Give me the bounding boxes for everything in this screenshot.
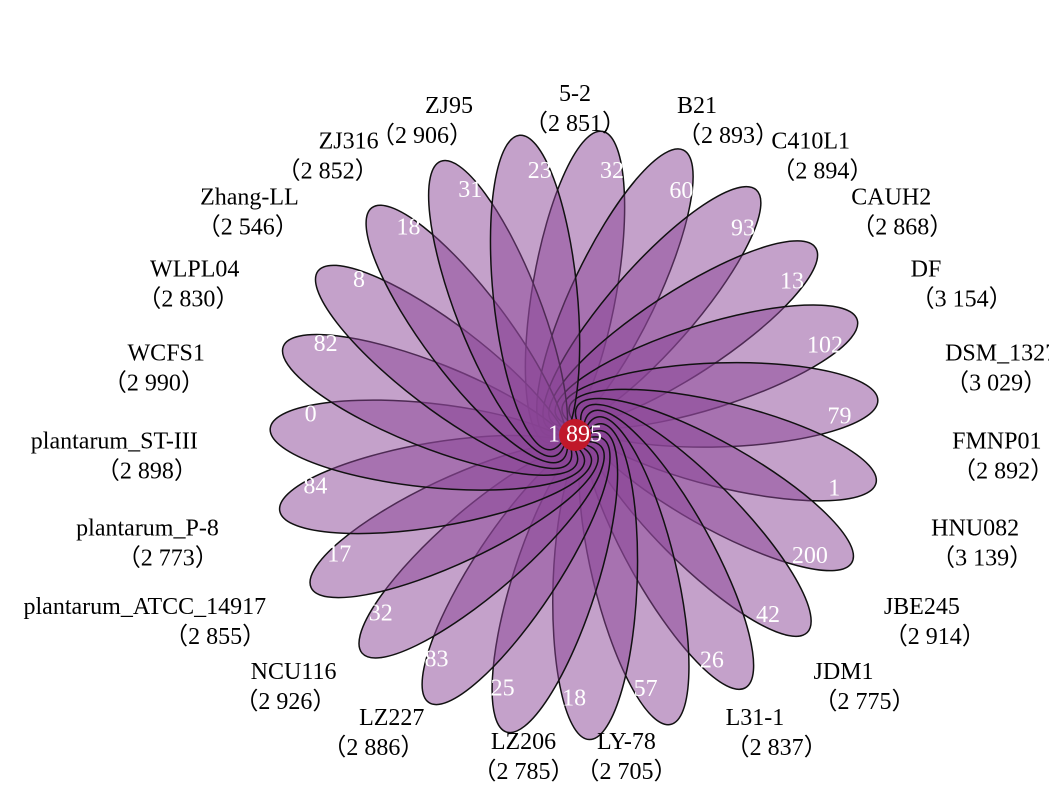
strain-total: （2 546） <box>197 214 299 240</box>
strain-label: plantarum_ATCC_14917 <box>24 594 267 620</box>
petal-value: 102 <box>807 333 843 359</box>
petal-value: 0 <box>305 402 317 428</box>
core-value: 1 895 <box>548 422 602 448</box>
petals <box>269 130 879 741</box>
strain-label: JDM1 <box>814 659 874 685</box>
petal-value: 25 <box>491 675 515 701</box>
strain-label: plantarum_P-8 <box>76 516 219 542</box>
petal-value: 83 <box>425 646 449 672</box>
strain-label: JBE245 <box>884 594 960 620</box>
strain-label: B21 <box>677 93 717 119</box>
strain-total: （2 914） <box>884 624 986 650</box>
strain-total: （2 705） <box>575 759 677 785</box>
petal-value: 8 <box>353 267 365 293</box>
strain-total: （2 990） <box>103 370 205 396</box>
petal-value: 84 <box>303 474 327 500</box>
petal-value: 17 <box>327 542 351 568</box>
petal-value: 23 <box>528 158 552 184</box>
strain-total: （2 855） <box>164 624 266 650</box>
strain-total: （2 892） <box>952 459 1049 485</box>
strain-total: （2 852） <box>277 158 379 184</box>
petal-value: 79 <box>827 403 851 429</box>
strain-label: LY-78 <box>597 729 656 755</box>
strain-label: FMNP01 <box>952 429 1041 455</box>
strain-total: （2 851） <box>524 111 626 137</box>
strain-label: plantarum_ST-III <box>31 429 198 455</box>
petal-value: 26 <box>700 647 724 673</box>
petal-value: 93 <box>731 216 755 242</box>
strain-label: DSM_13273 <box>945 340 1049 366</box>
strain-total: （2 893） <box>677 123 779 149</box>
petal-value: 32 <box>369 601 393 627</box>
petal <box>489 134 581 451</box>
strain-label: C410L1 <box>771 128 850 154</box>
petal-value: 13 <box>780 268 804 294</box>
strain-total: （2 886） <box>322 735 424 761</box>
strain-total: （2 785） <box>473 759 575 785</box>
strain-label: LZ206 <box>491 729 556 755</box>
strain-label: Zhang-LL <box>200 184 299 210</box>
strain-total: （3 029） <box>945 370 1047 396</box>
strain-total: （2 775） <box>814 689 916 715</box>
strain-label: ZJ95 <box>425 93 473 119</box>
petal-values: 32 60 93 13 102 79 1 200 42 26 57 18 25 83 32 17 84 0 82 8 1… <box>303 158 851 712</box>
strain-total: （2 837） <box>726 735 828 761</box>
core <box>559 419 591 451</box>
strain-label: NCU116 <box>251 659 337 685</box>
strain-total: （2 868） <box>851 214 953 240</box>
petal-value: 32 <box>600 158 624 184</box>
strain-total: （2 773） <box>117 546 219 572</box>
strain-total: （2 906） <box>371 123 473 149</box>
petal-value: 60 <box>669 178 693 204</box>
strain-total: （2 898） <box>96 459 198 485</box>
strain-label: LZ227 <box>359 705 424 731</box>
strain-label: WLPL04 <box>150 257 239 283</box>
petal-value: 18 <box>396 214 420 240</box>
strain-total: （3 154） <box>911 287 1013 313</box>
strain-label: CAUH2 <box>851 184 931 210</box>
strain-total: （2 830） <box>137 287 239 313</box>
strain-label: WCFS1 <box>128 340 205 366</box>
strain-total: （2 926） <box>234 689 336 715</box>
petal-value: 200 <box>792 543 828 569</box>
petal-value: 42 <box>756 602 780 628</box>
strain-total: （3 139） <box>931 546 1033 572</box>
strain-label: HNU082 <box>931 516 1019 542</box>
petal-value: 82 <box>314 331 338 357</box>
petal-value: 31 <box>458 177 482 203</box>
petal-value: 18 <box>562 685 586 711</box>
strain-label: L31-1 <box>726 705 785 731</box>
strain-label: ZJ316 <box>319 128 379 154</box>
petal-value: 1 <box>828 475 840 501</box>
petal-value: 57 <box>634 676 658 702</box>
strain-label: 5-2 <box>559 81 591 107</box>
strain-label: DF <box>911 257 942 283</box>
strain-total: （2 894） <box>771 158 873 184</box>
